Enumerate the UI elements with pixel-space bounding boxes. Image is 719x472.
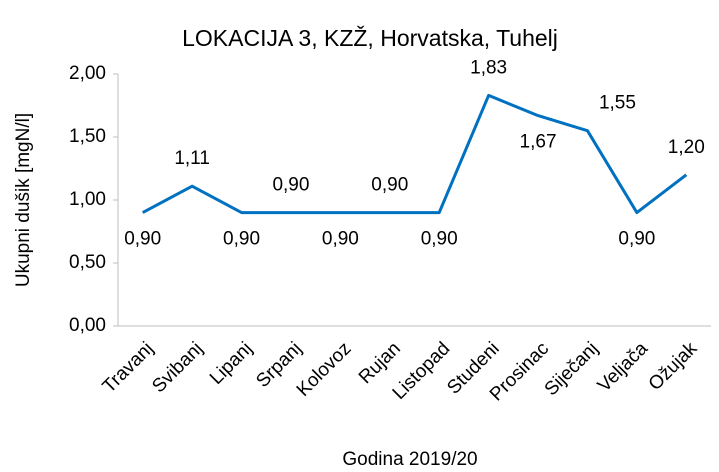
x-tick-label: Kolovoz [293, 338, 356, 401]
data-label: 0,90 [618, 229, 655, 250]
data-label: 1,20 [668, 137, 705, 158]
y-tick-label: 1,00 [69, 189, 106, 210]
y-tick-label: 1,50 [69, 126, 106, 147]
data-label: 0,90 [124, 229, 161, 250]
x-axis-title: Godina 2019/20 [342, 449, 477, 470]
data-label: 1,11 [174, 148, 210, 169]
x-tick-label: Ožujak [645, 338, 702, 395]
x-tick-label: Siječanj [541, 338, 603, 400]
x-tick-label: Lipanj [206, 338, 257, 389]
data-label: 0,90 [322, 229, 359, 250]
data-label: 0,90 [272, 175, 309, 196]
y-axis-title: Ukupni dušik [mgN/l] [13, 113, 34, 287]
y-tick-label: 2,00 [69, 63, 106, 84]
data-label: 0,90 [223, 229, 260, 250]
x-tick-label: Veljača [594, 338, 652, 396]
data-line [141, 93, 688, 215]
y-tick-label: 0,00 [69, 315, 106, 336]
chart-title: LOKACIJA 3, KZŽ, Horvatska, Tuhelj [182, 25, 558, 51]
x-tick-label: Travanj [99, 338, 158, 397]
y-tick-label: 0,50 [69, 252, 106, 273]
data-label: 0,90 [371, 175, 408, 196]
data-label: 1,55 [599, 93, 636, 114]
x-tick-label: Svibanj [148, 338, 207, 397]
data-label: 0,90 [421, 229, 458, 250]
data-label: 1,83 [470, 57, 507, 78]
data-label: 1,67 [520, 132, 557, 153]
